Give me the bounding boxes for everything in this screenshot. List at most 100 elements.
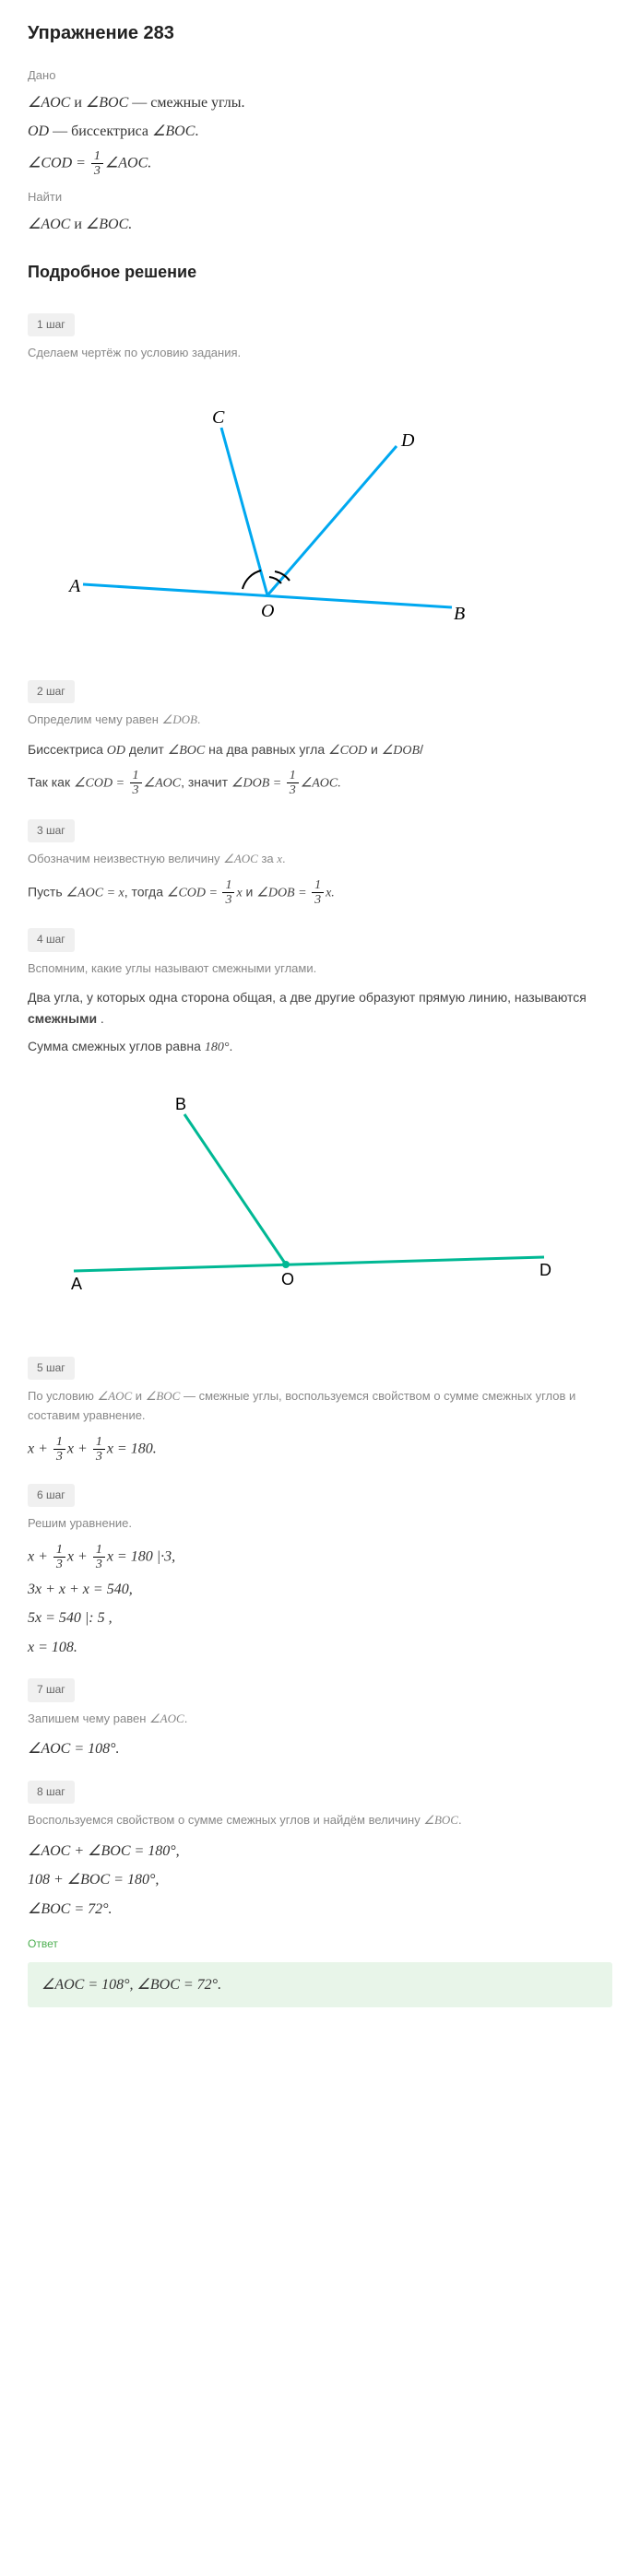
text: Воспользуемся свойством о сумме смежных …	[28, 1813, 423, 1827]
numerator: 1	[222, 878, 234, 893]
fraction: 13	[93, 1435, 105, 1464]
text: и	[70, 217, 86, 232]
denominator: 3	[93, 1558, 105, 1571]
step-6-l3: 5x = 540 |: 5 ,	[28, 1606, 612, 1630]
text: .	[229, 1039, 232, 1053]
numerator: 1	[130, 769, 142, 783]
angle-aoc: ∠AOC.	[301, 777, 341, 791]
line-od	[267, 446, 397, 595]
denominator: 3	[312, 893, 324, 907]
angle-aoc: ∠AOC	[149, 1711, 184, 1725]
given-line-2: OD — биссектриса ∠BOC.	[28, 120, 612, 144]
angle-dob: ∠DOB =	[256, 886, 310, 900]
label-d: D	[400, 430, 415, 451]
step-3-line-1: Пусть ∠AOC = x, тогда ∠COD = 13x и ∠DOB …	[28, 878, 612, 908]
label-a: A	[67, 576, 81, 596]
step-1-badge: 1 шаг	[28, 313, 75, 336]
step-5-desc: По условию ∠AOC и ∠BOC — смежные углы, в…	[28, 1387, 612, 1426]
angle-boc: ∠BOC.	[86, 217, 132, 232]
given-label: Дано	[28, 66, 612, 86]
var-x: x	[277, 852, 282, 865]
angle-aoc: ∠AOC	[223, 852, 258, 865]
step-8-l3: ∠BOC = 72°.	[28, 1898, 612, 1922]
fraction: 13	[312, 878, 324, 908]
angle-aoc: ∠AOC.	[105, 156, 151, 171]
text: Определим чему равен	[28, 712, 162, 726]
numerator: 1	[93, 1543, 105, 1558]
step-6-badge: 6 шаг	[28, 1484, 75, 1507]
answer-box: ∠AOC = 108°, ∠BOC = 72°.	[28, 1962, 612, 2008]
text: за	[258, 852, 277, 865]
bold-text: смежными	[28, 1011, 97, 1026]
step-6-l2: 3x + x + x = 540,	[28, 1578, 612, 1602]
line-ad	[74, 1257, 544, 1271]
angle-boc: ∠BOC	[423, 1813, 458, 1827]
angle-boc: ∠BOC	[146, 1389, 181, 1403]
text: Обозначим неизвестную величину	[28, 852, 223, 865]
var-x: x +	[67, 1548, 91, 1564]
step-4-line-2: Сумма смежных углов равна 180°.	[28, 1036, 612, 1058]
angle-cod: ∠COD =	[74, 777, 128, 791]
line-ob	[184, 1114, 286, 1264]
step-6-l1: x + 13x + 13x = 180 |·3,	[28, 1543, 612, 1572]
step-7-line: ∠AOC = 108°.	[28, 1737, 612, 1761]
step-2-desc: Определим чему равен ∠DOB.	[28, 711, 612, 730]
angle-arc-1	[243, 570, 261, 589]
fraction: 13	[130, 769, 142, 798]
angle-dob: ∠DOB =	[231, 777, 285, 791]
text: .	[97, 1011, 104, 1026]
fraction: 13	[287, 769, 299, 798]
step-6-l4: x = 108.	[28, 1636, 612, 1660]
fraction: 13	[222, 878, 234, 908]
angle-dob: ∠DOB	[162, 712, 197, 726]
given-line-1: ∠AOC и ∠BOC — смежные углы.	[28, 91, 612, 115]
step-8-l2: 108 + ∠BOC = 180°,	[28, 1868, 612, 1892]
fraction: 13	[53, 1543, 65, 1572]
label-d: D	[539, 1261, 551, 1279]
step-3-desc: Обозначим неизвестную величину ∠AOC за x…	[28, 850, 612, 869]
label-c: C	[212, 407, 225, 428]
denominator: 3	[91, 164, 103, 178]
step-2-badge: 2 шаг	[28, 680, 75, 703]
angle-cod: ∠COD	[328, 744, 367, 758]
numerator: 1	[53, 1543, 65, 1558]
step-4-line-1: Два угла, у которых одна сторона общая, …	[28, 987, 612, 1029]
text: и	[367, 742, 382, 757]
denominator: 3	[130, 783, 142, 797]
given-line-3: ∠COD = 13∠AOC.	[28, 149, 612, 179]
label-a: A	[71, 1275, 82, 1293]
label-o: O	[261, 601, 274, 621]
denominator: 3	[53, 1558, 65, 1571]
solution-subtitle: Подробное решение	[28, 259, 612, 286]
step-8-badge: 8 шаг	[28, 1781, 75, 1804]
text: и	[243, 884, 257, 899]
text: , тогда	[124, 884, 167, 899]
point-o	[282, 1261, 290, 1268]
step-2-line-1: Биссектриса OD делит ∠BOC на два равных …	[28, 739, 612, 761]
diagram-1: A B C D O	[28, 382, 612, 648]
step-5-eq: x + 13x + 13x = 180.	[28, 1435, 612, 1464]
text: — биссектриса	[49, 124, 152, 139]
step-5-badge: 5 шаг	[28, 1357, 75, 1380]
label-b: B	[454, 604, 465, 624]
answer-text: ∠AOC = 108°, ∠BOC = 72°.	[41, 1977, 221, 1993]
numerator: 1	[312, 878, 324, 893]
text: и	[132, 1389, 146, 1403]
step-4-desc: Вспомним, какие углы называют смежными у…	[28, 959, 612, 979]
fraction: 13	[91, 149, 103, 179]
text: — смежные углы.	[128, 95, 244, 111]
var-x: x +	[28, 1548, 52, 1564]
eq: ∠AOC = x	[66, 886, 124, 900]
text: делит	[125, 742, 168, 757]
eq: x = 180.	[107, 1441, 157, 1457]
angle-cod: ∠COD =	[28, 156, 89, 171]
step-7-badge: 7 шаг	[28, 1678, 75, 1701]
label-b: B	[175, 1095, 186, 1113]
step-4-badge: 4 шаг	[28, 928, 75, 951]
denominator: 3	[287, 783, 299, 797]
val-180: 180°	[205, 1041, 230, 1054]
step-7-desc: Запишем чему равен ∠AOC.	[28, 1710, 612, 1729]
find-line: ∠AOC и ∠BOC.	[28, 213, 612, 237]
text: на два равных угла	[205, 742, 328, 757]
text: Так как	[28, 775, 74, 790]
